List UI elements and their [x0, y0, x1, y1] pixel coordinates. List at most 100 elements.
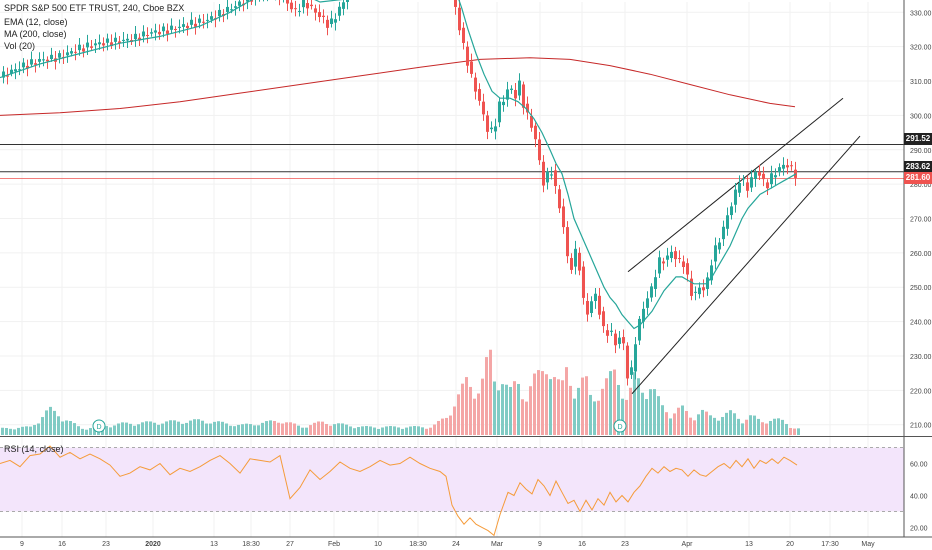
candle-body-77: [310, 4, 313, 7]
volume-bar-132: [529, 386, 532, 435]
volume-bar-71: [285, 422, 288, 435]
volume-bar-126: [505, 384, 508, 435]
volume-bar-115: [461, 383, 464, 435]
volume-bar-170: [681, 405, 684, 435]
candle-body-156: [626, 345, 629, 379]
candle-body-189: [758, 172, 761, 176]
candle-body-172: [690, 278, 693, 296]
candle-body-6: [26, 65, 29, 69]
candle-body-7: [30, 59, 33, 65]
volume-bar-89: [357, 427, 360, 435]
volume-bar-161: [645, 399, 648, 435]
x-tick-label-17: 20: [786, 541, 794, 548]
volume-bar-150: [601, 388, 604, 435]
volume-bar-60: [241, 424, 244, 435]
volume-bar-50: [201, 420, 204, 435]
candle-body-82: [330, 18, 333, 24]
volume-bar-151: [605, 378, 608, 435]
volume-bar-113: [453, 406, 456, 435]
volume-bar-87: [349, 426, 352, 435]
volume-bar-80: [321, 421, 324, 435]
volume-bar-118: [473, 398, 476, 435]
volume-bar-4: [17, 427, 20, 435]
candle-body-17: [70, 51, 73, 54]
volume-bar-75: [301, 427, 304, 435]
volume-bar-52: [209, 423, 212, 435]
volume-bar-47: [189, 420, 192, 435]
volume-bar-109: [437, 420, 440, 435]
volume-bar-186: [745, 419, 748, 435]
volume-bar-0: [1, 427, 4, 435]
x-tick-label-9: 18:30: [409, 541, 427, 548]
candle-body-164: [658, 257, 661, 274]
x-tick-label-7: Feb: [328, 541, 340, 548]
candle-body-85: [342, 2, 345, 9]
candle-body-167: [670, 251, 673, 259]
volume-bar-188: [753, 415, 756, 435]
candle-body-173: [694, 291, 697, 293]
candle-body-165: [662, 261, 665, 264]
candle-body-27: [110, 42, 113, 46]
volume-bar-101: [405, 427, 408, 435]
volume-bar-8: [33, 425, 36, 435]
candle-body-157: [630, 367, 633, 375]
volume-bar-85: [341, 423, 344, 435]
ema-12-line: [0, 0, 797, 330]
volume-bar-11: [45, 410, 48, 435]
rsi-tick-label-1: 40.00: [910, 493, 928, 500]
candle-body-179: [718, 242, 721, 250]
candle-body-137: [550, 174, 553, 176]
x-tick-label-14: 23: [621, 541, 629, 548]
candle-body-160: [642, 308, 645, 322]
candle-body-153: [614, 333, 617, 346]
candle-body-50: [202, 21, 205, 23]
x-tick-label-8: 10: [374, 541, 382, 548]
volume-bar-159: [637, 378, 640, 435]
volume-bar-86: [345, 424, 348, 435]
volume-bar-63: [253, 425, 256, 435]
candle-body-43: [174, 28, 177, 30]
candle-body-180: [722, 226, 725, 240]
volume-bar-111: [445, 417, 448, 435]
candle-body-56: [226, 6, 229, 12]
volume-bar-17: [69, 420, 72, 435]
volume-bar-131: [525, 401, 528, 435]
volume-bar-34: [137, 424, 140, 435]
candle-body-46: [186, 25, 189, 29]
ema-layer: [0, 0, 797, 330]
candle-body-74: [298, 10, 301, 12]
volume-bar-39: [157, 424, 160, 435]
candle-body-42: [170, 25, 173, 30]
volume-bar-107: [429, 427, 432, 435]
volume-bar-13: [53, 410, 56, 435]
rsi-tick-label-0: 60.00: [910, 462, 928, 469]
candle-body-41: [166, 30, 169, 34]
rsi-band: [0, 447, 904, 512]
ma-200-line: [0, 57, 796, 116]
candle-body-149: [598, 295, 601, 315]
candle-body-2: [10, 69, 13, 74]
volume-bar-196: [785, 423, 788, 435]
candle-body-54: [218, 9, 221, 17]
ema-legend: EMA (12, close): [4, 17, 68, 27]
candle-body-154: [618, 337, 621, 344]
volume-bar-3: [13, 429, 16, 435]
candle-body-8: [34, 63, 37, 65]
volume-bar-135: [541, 371, 544, 435]
volume-bar-144: [577, 387, 580, 435]
volume-bar-152: [609, 371, 612, 435]
y-tick-label-12: 210.00: [910, 423, 932, 430]
volume-bar-7: [29, 426, 32, 435]
volume-bar-67: [269, 420, 272, 435]
volume-bar-48: [193, 419, 196, 435]
volume-bar-103: [413, 426, 416, 435]
candle-body-40: [162, 26, 165, 32]
candle-body-158: [634, 344, 637, 372]
candle-body-71: [286, 0, 289, 4]
candle-body-151: [606, 330, 609, 336]
volume-bar-121: [485, 357, 488, 435]
volume-bar-45: [181, 423, 184, 435]
volume-bar-112: [449, 415, 452, 435]
volume-bar-143: [573, 398, 576, 435]
